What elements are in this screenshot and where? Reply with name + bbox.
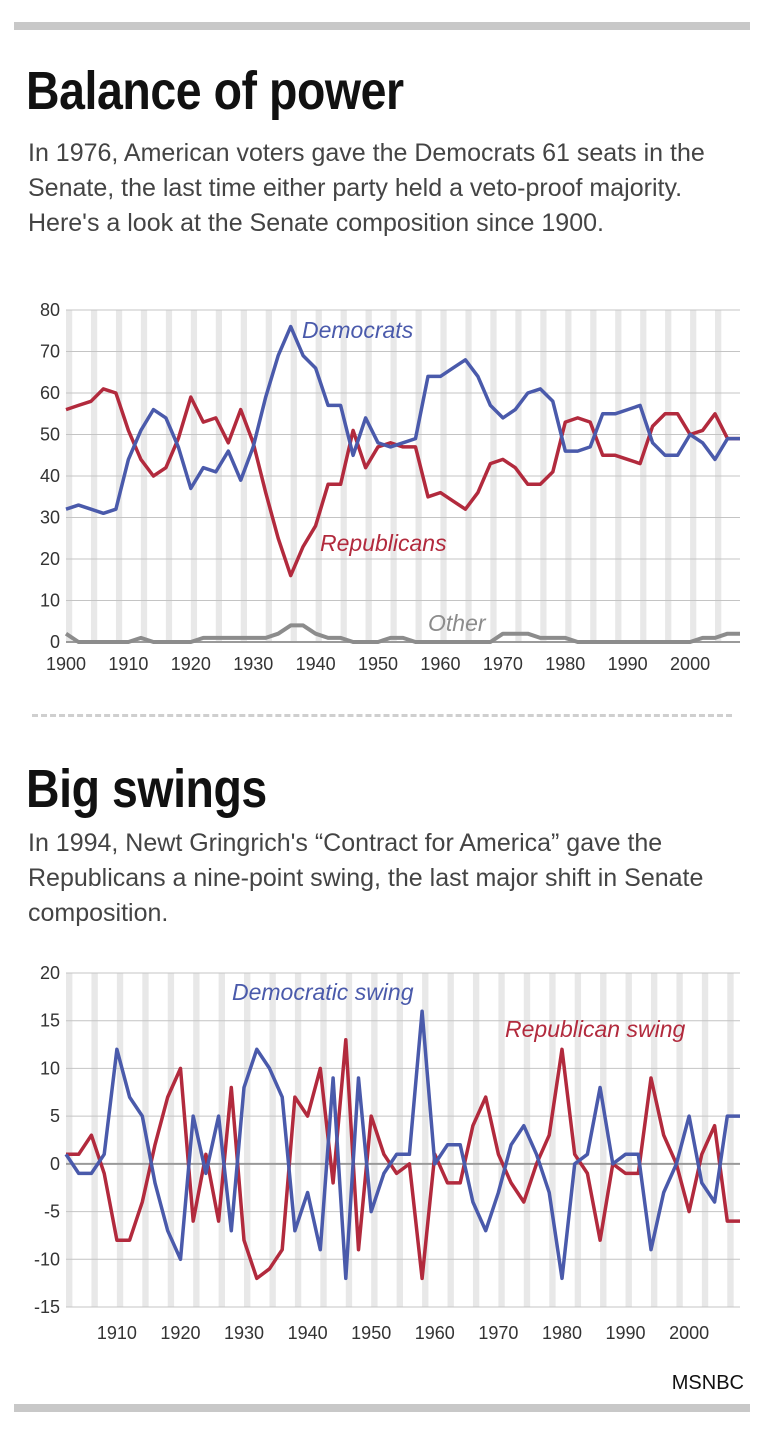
y-tick-label: 0 [50, 1154, 60, 1174]
y-tick-label: 30 [40, 508, 60, 528]
x-tick-label: 1910 [97, 1323, 137, 1343]
y-tick-label: 10 [40, 1058, 60, 1078]
section-divider [32, 714, 732, 717]
source-credit: MSNBC [671, 1372, 744, 1394]
y-tick-label: 40 [40, 466, 60, 486]
x-tick-label: 1960 [420, 654, 460, 674]
x-tick-label: 1930 [224, 1323, 264, 1343]
x-tick-label: 1980 [542, 1323, 582, 1343]
year-stripe [472, 973, 480, 1307]
balance-chart: 0 10 20 30 40 50 60 70 80 1900 1910 1920 1930 1940 19… [40, 300, 740, 674]
year-stripe [625, 973, 632, 1307]
year-stripe [600, 973, 607, 1307]
x-tick-label: 1930 [233, 654, 273, 674]
x-tick-label: 1910 [108, 654, 148, 674]
year-stripe [320, 973, 327, 1307]
year-stripe [727, 973, 734, 1307]
republicans-series-line [65, 387, 740, 578]
x-tick-label: 2000 [670, 654, 710, 674]
swings-chart: -15 -10 -5 0 5 10 15 20 1910 1920 1930 1940 1950 196… [34, 963, 740, 1343]
year-stripe [116, 973, 124, 1307]
democratic-swing-line [64, 1009, 740, 1281]
year-stripe [193, 973, 200, 1307]
democrats-label: Democrats [302, 317, 414, 343]
x-tick-label: 1940 [296, 654, 336, 674]
y-tick-label: 20 [40, 963, 60, 983]
year-stripe [549, 973, 556, 1307]
y-tick-label: -5 [44, 1202, 60, 1222]
y-tick-label: -10 [34, 1249, 60, 1269]
year-stripe [396, 973, 403, 1307]
y-tick-label: 5 [50, 1106, 60, 1126]
republican-swing-label: Republican swing [505, 1016, 685, 1042]
republican-swing-line [66, 1038, 740, 1281]
x-tick-label: 1900 [46, 654, 86, 674]
year-stripe [523, 973, 531, 1307]
year-stripe [650, 973, 658, 1307]
year-stripe [447, 973, 454, 1307]
y-tick-label: 20 [40, 549, 60, 569]
y-tick-label: 70 [40, 342, 60, 362]
year-stripe [676, 973, 683, 1307]
year-stripe [701, 973, 709, 1307]
x-tick-label: 1940 [288, 1323, 328, 1343]
y-tick-label: 80 [40, 300, 60, 320]
swings-description: In 1994, Newt Gringrich's “Contract for … [28, 829, 704, 927]
year-stripe [498, 973, 505, 1307]
swings-title: Big swings [26, 759, 267, 819]
balance-title: Balance of power [26, 61, 404, 121]
x-tick-label: 1990 [606, 1323, 646, 1343]
republicans-label: Republicans [320, 530, 447, 556]
democrats-series-line [65, 324, 740, 516]
x-tick-label: 1970 [483, 654, 523, 674]
x-tick-label: 1980 [545, 654, 585, 674]
x-tick-label: 1920 [160, 1323, 200, 1343]
y-tick-label: 50 [40, 425, 60, 445]
year-stripe [269, 973, 276, 1307]
x-tick-label: 1970 [478, 1323, 518, 1343]
year-stripe [422, 973, 429, 1307]
year-stripe [574, 973, 582, 1307]
year-stripe [167, 973, 175, 1307]
y-tick-label: 60 [40, 383, 60, 403]
year-stripe [244, 973, 251, 1307]
year-stripe [294, 973, 302, 1307]
y-tick-label: 0 [50, 632, 60, 652]
bottom-rule [14, 1404, 750, 1412]
x-tick-label: 1990 [608, 654, 648, 674]
top-rule [14, 22, 750, 30]
year-stripe [371, 973, 378, 1307]
democratic-swing-label: Democratic swing [232, 979, 414, 1005]
x-tick-label: 1920 [171, 654, 211, 674]
x-tick-label: 2000 [669, 1323, 709, 1343]
balance-description: In 1976, American voters gave the Democr… [28, 139, 705, 237]
x-tick-label: 1950 [351, 1323, 391, 1343]
x-tick-label: 1950 [358, 654, 398, 674]
year-stripe [66, 973, 73, 1307]
y-tick-label: -15 [34, 1297, 60, 1317]
x-tick-label: 1960 [415, 1323, 455, 1343]
year-stripe [345, 973, 353, 1307]
other-label: Other [428, 610, 487, 636]
y-tick-label: 10 [40, 591, 60, 611]
y-tick-label: 15 [40, 1011, 60, 1031]
other-series-line [64, 623, 740, 644]
